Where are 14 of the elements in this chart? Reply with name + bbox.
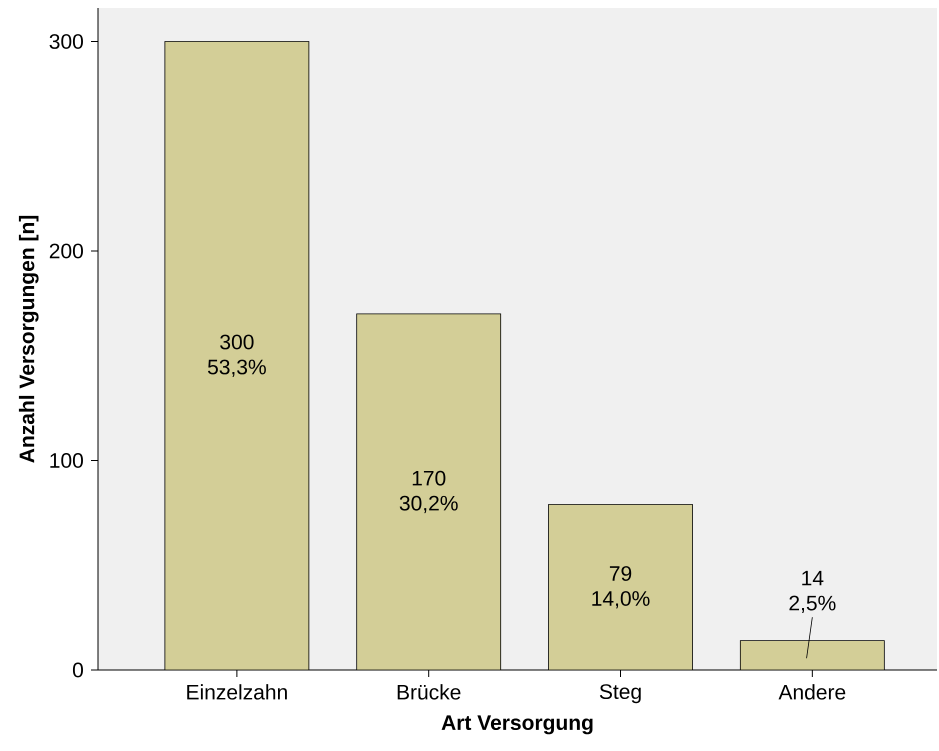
y-tick-label: 200 — [50, 244, 83, 258]
x-tick-label: Andere — [778, 684, 846, 700]
x-tick-label: Brücke — [398, 684, 460, 700]
x-tick-label: Einzelzahn — [187, 684, 287, 700]
y-tick-label: 0 — [72, 662, 83, 678]
x-tick-label: Steg — [600, 684, 641, 704]
data-label: 170 30,2% — [400, 470, 458, 514]
y-tick-label: 100 — [50, 453, 83, 468]
x-axis-title: Art Versorgung — [442, 715, 593, 734]
data-label: 300 53,3% — [208, 334, 266, 377]
data-label: 79 14,0% — [592, 566, 650, 608]
data-label: 14 2,5% — [789, 570, 836, 613]
y-axis-title: Anzahl Versorgungen [n] — [18, 216, 39, 463]
y-tick-label: 300 — [50, 34, 83, 49]
